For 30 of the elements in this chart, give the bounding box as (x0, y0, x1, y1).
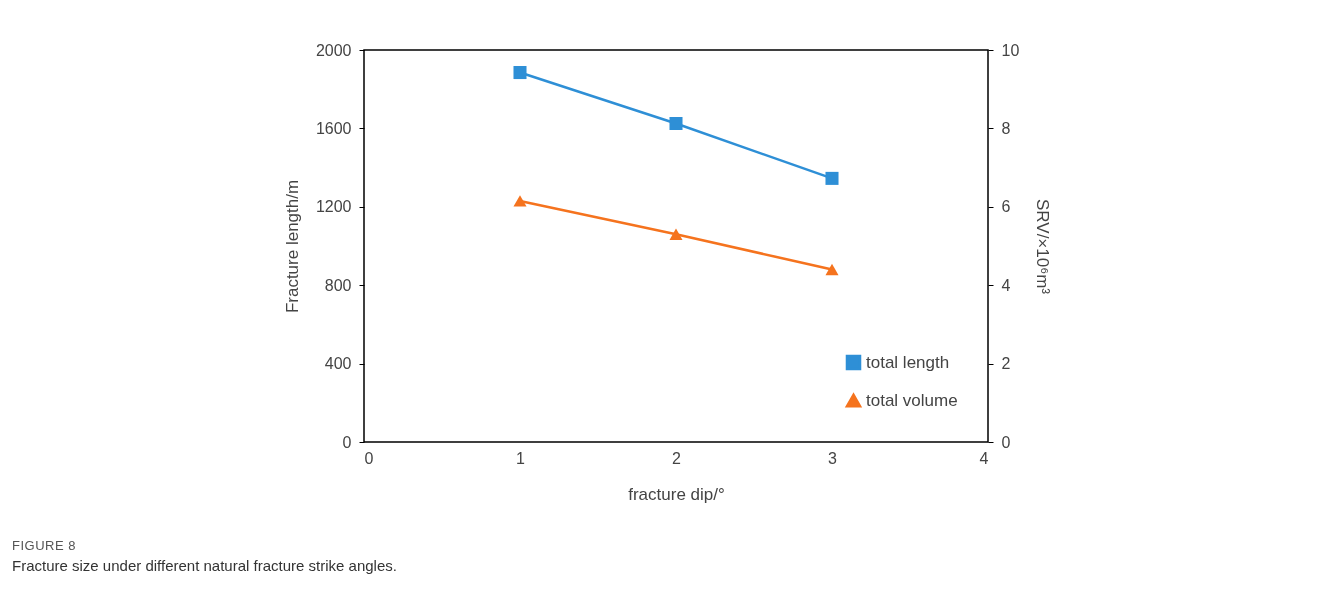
y-tick-label: 800 (324, 276, 352, 294)
point (513, 66, 527, 80)
legend-label: total volume (866, 390, 958, 410)
y-tick-label: 1200 (315, 198, 352, 216)
y-tick-label: 0 (342, 433, 352, 451)
point (513, 195, 527, 207)
point (825, 263, 839, 276)
y2-tick-label: 4 (1001, 276, 1011, 294)
y2-tick-label: 0 (1001, 433, 1011, 451)
y2-tick-label: 2 (1001, 355, 1011, 373)
x-tick-label: 2 (672, 449, 682, 467)
x-tick-label: 4 (979, 449, 989, 467)
y2-axis-title: SRV/×10⁶m³ (1033, 198, 1053, 295)
y-axis-title: Fracture length/m (282, 179, 302, 314)
y2-tick-label: 8 (1001, 119, 1011, 137)
legend-label: total length (866, 352, 950, 372)
x-tick-label: 3 (828, 449, 838, 467)
x-tick-label: 1 (516, 449, 526, 467)
x-tick-label: 0 (364, 449, 374, 467)
y2-tick-label: 6 (1001, 198, 1011, 216)
point (669, 228, 683, 240)
y-tick-label: 400 (324, 355, 352, 373)
y-tick-label: 1600 (315, 119, 352, 137)
point (669, 116, 683, 131)
y-tick-label: 2000 (315, 41, 352, 59)
text: Fracture size under different natural fracture strike angles. (12, 557, 397, 574)
caption: FIGURE 8 (12, 538, 77, 553)
y2-tick-label: 10 (1001, 41, 1020, 59)
x-axis-title: fracture dip/° (628, 484, 725, 504)
point (825, 171, 839, 185)
